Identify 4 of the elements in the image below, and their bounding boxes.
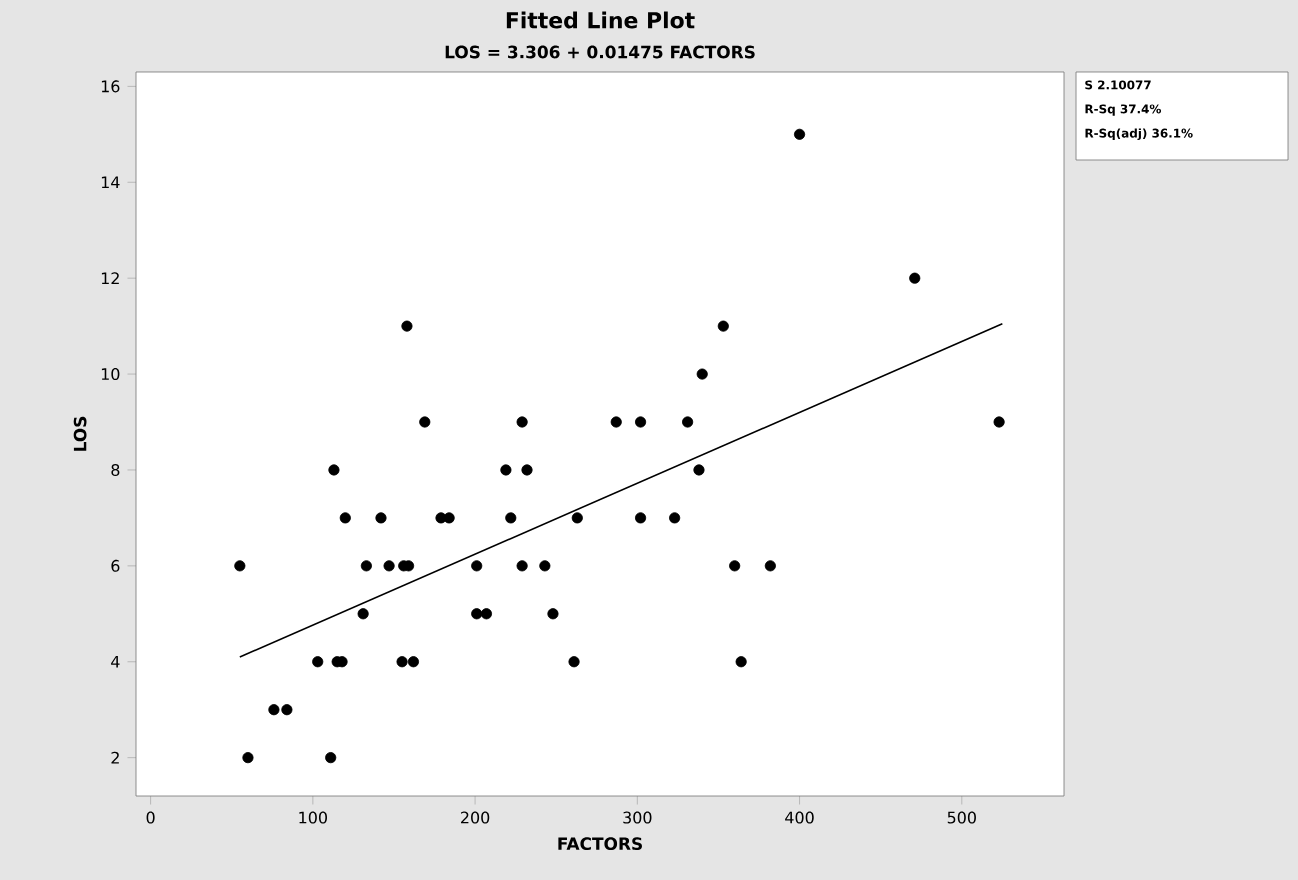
- y-axis-title: LOS: [73, 416, 87, 451]
- chart-title: Fitted Line Plot: [506, 11, 695, 29]
- x-axis-title: FACTORS: [558, 837, 642, 851]
- chart-subtitle: LOS = 3.306 + 0.01475 FACTORS: [445, 45, 755, 59]
